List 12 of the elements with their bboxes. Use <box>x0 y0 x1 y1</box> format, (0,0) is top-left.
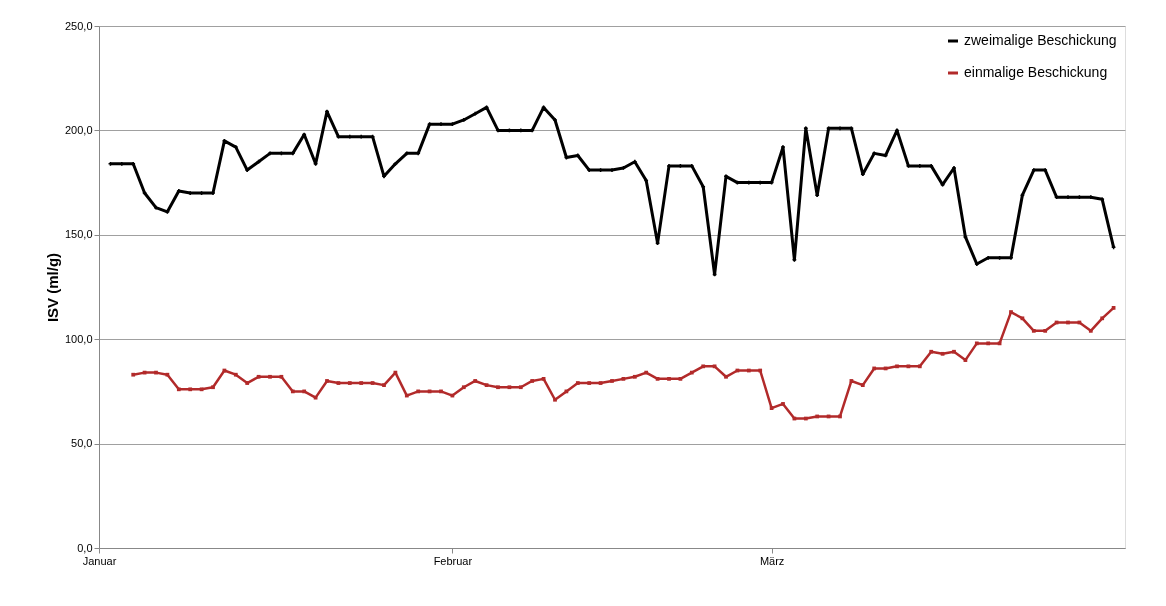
y-tick-label: 250,0 <box>64 19 93 32</box>
y-tick-label: 200,0 <box>64 123 93 136</box>
y-tick-label: 150,0 <box>64 228 93 241</box>
x-tick-label: Februar <box>433 554 473 567</box>
x-tick-label: März <box>759 554 785 567</box>
y-tick-label: 0,0 <box>77 541 93 554</box>
y-tick-label: 50,0 <box>71 437 93 450</box>
x-tick-label: Januar <box>82 554 117 567</box>
legend-label: einmalige Beschickung <box>964 64 1108 80</box>
y-axis-title: ISV (ml/g) <box>43 252 61 323</box>
y-tick-label: 100,0 <box>64 332 93 345</box>
legend-label: zweimalige Beschickung <box>964 32 1117 48</box>
